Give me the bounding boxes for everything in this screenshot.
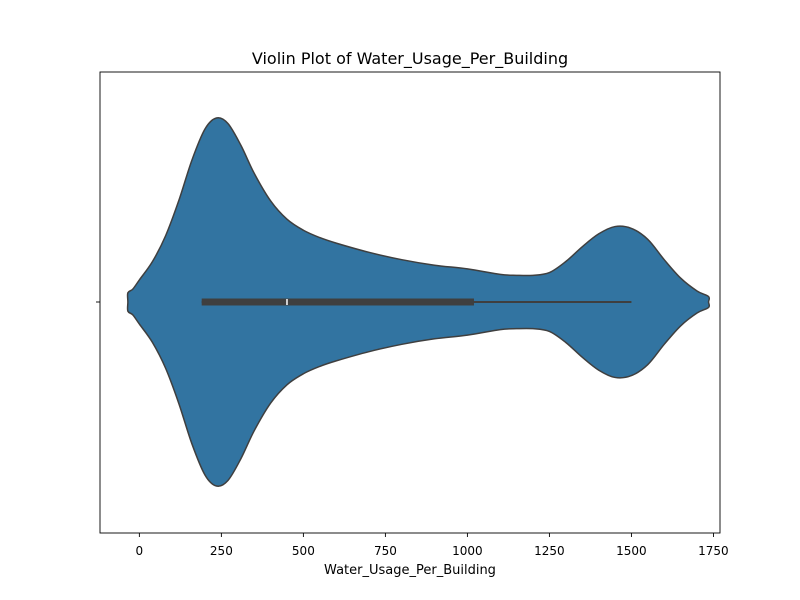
axes-frame (99, 71, 721, 534)
x-tick-label: 500 (292, 544, 315, 558)
x-tick-label: 1500 (616, 544, 647, 558)
x-tick-label: 250 (210, 544, 233, 558)
plot-area (99, 71, 721, 534)
x-axis-ticks: 0 250 500 750 1000 1250 1500 1750 (136, 533, 729, 558)
x-tick-label: 750 (374, 544, 397, 558)
x-tick-label: 1000 (452, 544, 483, 558)
x-axis-label: Water_Usage_Per_Building (324, 563, 496, 578)
x-tick-label: 1250 (534, 544, 565, 558)
iqr-box (201, 298, 474, 306)
x-tick-label: 0 (136, 544, 144, 558)
chart-title: Violin Plot of Water_Usage_Per_Building (252, 49, 568, 69)
x-tick-label: 1750 (698, 544, 729, 558)
